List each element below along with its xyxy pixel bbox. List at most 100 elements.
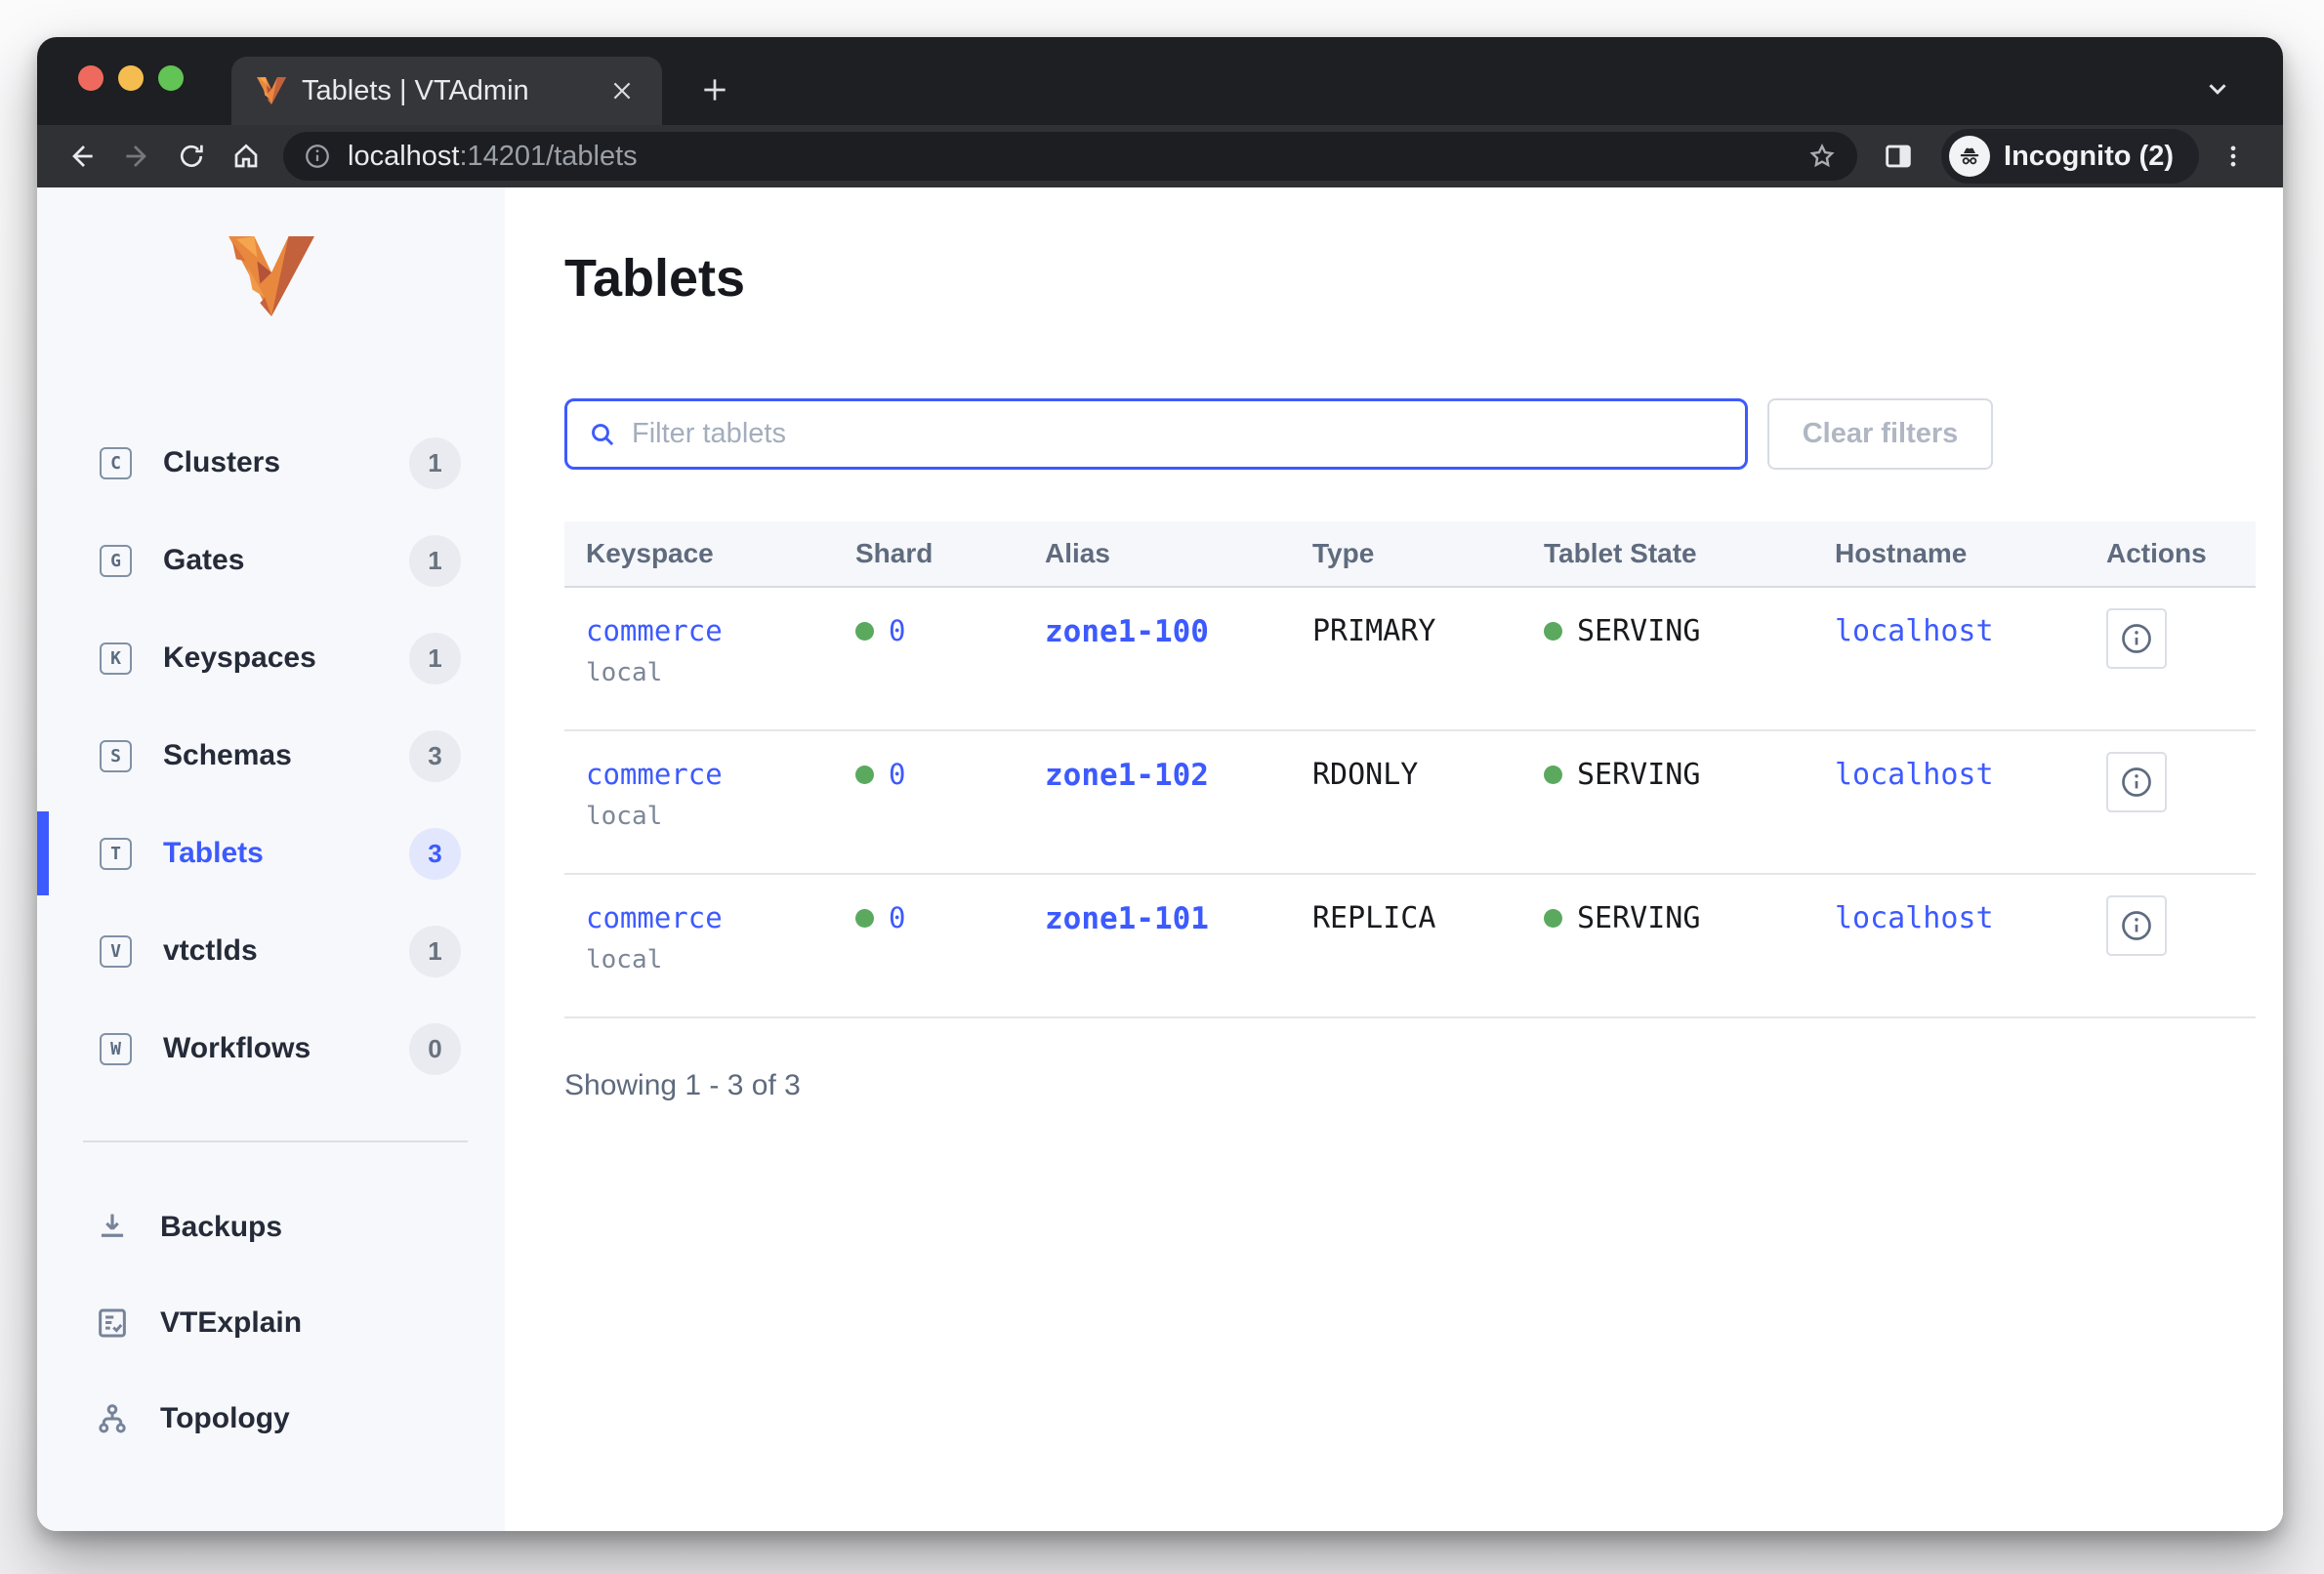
sidebar-item-gates[interactable]: G Gates 1 — [37, 512, 505, 609]
vitess-logo[interactable] — [228, 236, 314, 316]
tab-title: Tablets | VTAdmin — [302, 75, 603, 107]
row-info-button[interactable] — [2106, 608, 2167, 669]
column-header-type: Type — [1291, 538, 1522, 569]
hostname-link[interactable]: localhost — [1835, 614, 1994, 648]
incognito-profile-chip: Incognito (2) — [1941, 129, 2199, 184]
shard-link[interactable]: 0 — [889, 758, 905, 791]
sidebar-item-schemas[interactable]: S Schemas 3 — [37, 707, 505, 805]
cluster-label: local — [586, 658, 834, 687]
table-row: commerce local 0 zone1-102 RDONLY SERVIN… — [564, 731, 2256, 875]
cluster-label: local — [586, 802, 834, 831]
gates-icon: G — [100, 545, 132, 577]
incognito-icon — [1949, 136, 1990, 177]
sidebar-item-label: Schemas — [163, 739, 292, 772]
tablet-type: RDONLY — [1312, 758, 1418, 792]
hostname-link[interactable]: localhost — [1835, 758, 1994, 792]
site-info-icon[interactable] — [303, 142, 332, 171]
keyspace-link[interactable]: commerce — [586, 614, 723, 647]
sidebar-item-vtctlds[interactable]: V vtctlds 1 — [37, 902, 505, 1000]
count-badge: 1 — [409, 926, 461, 977]
sidebar-item-tablets[interactable]: T Tablets 3 — [37, 805, 505, 902]
forward-button[interactable] — [109, 129, 164, 184]
home-button[interactable] — [219, 129, 273, 184]
type-cell: RDONLY — [1291, 731, 1522, 873]
shard-link[interactable]: 0 — [889, 901, 905, 934]
tablet-state: SERVING — [1577, 901, 1700, 935]
shard-status-dot — [855, 766, 874, 784]
shard-link[interactable]: 0 — [889, 614, 905, 647]
filter-input[interactable] — [632, 418, 1725, 450]
sidebar-item-label: Gates — [163, 544, 244, 577]
row-info-button[interactable] — [2106, 895, 2167, 956]
state-cell: SERVING — [1522, 588, 1813, 729]
bookmark-star-icon[interactable] — [1806, 141, 1838, 172]
keyspace-link[interactable]: commerce — [586, 758, 723, 791]
column-header-tablet-state: Tablet State — [1522, 538, 1813, 569]
sidebar-item-clusters[interactable]: C Clusters 1 — [37, 414, 505, 512]
back-button[interactable] — [55, 129, 109, 184]
shard-cell: 0 — [834, 875, 1023, 1016]
state-cell: SERVING — [1522, 731, 1813, 873]
actions-cell — [2085, 875, 2256, 1016]
alias-link[interactable]: zone1-100 — [1045, 614, 1209, 649]
window-close-button[interactable] — [78, 65, 104, 91]
url-path: :14201/tablets — [459, 141, 637, 172]
window-minimize-button[interactable] — [118, 65, 144, 91]
alias-link[interactable]: zone1-101 — [1045, 901, 1209, 936]
reload-button[interactable] — [164, 129, 219, 184]
tab-search-chevron-icon[interactable] — [2195, 66, 2240, 111]
sidebar-item-vtexplain[interactable]: VTExplain — [37, 1275, 505, 1371]
count-badge: 1 — [409, 535, 461, 587]
vitess-favicon-icon — [257, 77, 286, 104]
browser-window: Tablets | VTAdmin localhos — [37, 37, 2283, 1531]
column-header-shard: Shard — [834, 538, 1023, 569]
column-header-keyspace: Keyspace — [564, 538, 834, 569]
sidebar-item-keyspaces[interactable]: K Keyspaces 1 — [37, 609, 505, 707]
browser-menu-icon[interactable] — [2209, 132, 2258, 181]
column-header-alias: Alias — [1023, 538, 1291, 569]
url-text: localhost:14201/tablets — [348, 141, 1795, 173]
sidebar-tools: Backups VTExplain Topology — [37, 1180, 505, 1467]
clear-filters-button[interactable]: Clear filters — [1767, 398, 1993, 470]
side-panel-icon[interactable] — [1873, 131, 1924, 182]
document-check-icon — [94, 1305, 131, 1342]
count-badge: 3 — [409, 828, 461, 880]
keyspaces-icon: K — [100, 642, 132, 675]
new-tab-button[interactable] — [689, 64, 740, 115]
sidebar: C Clusters 1 G Gates 1 K Keyspaces 1 S S… — [37, 187, 505, 1531]
incognito-label: Incognito (2) — [2004, 141, 2174, 173]
table-row: commerce local 0 zone1-101 REPLICA SERVI… — [564, 875, 2256, 1018]
tab-strip: Tablets | VTAdmin — [37, 37, 2283, 125]
sidebar-item-topology[interactable]: Topology — [37, 1371, 505, 1467]
download-icon — [94, 1209, 131, 1246]
address-bar[interactable]: localhost:14201/tablets — [283, 132, 1857, 181]
tablet-type: REPLICA — [1312, 901, 1435, 935]
window-controls — [78, 65, 184, 91]
shard-cell: 0 — [834, 731, 1023, 873]
sidebar-item-backups[interactable]: Backups — [37, 1180, 505, 1275]
count-badge: 0 — [409, 1023, 461, 1075]
url-host: localhost — [348, 141, 459, 172]
clusters-icon: C — [100, 447, 132, 479]
sidebar-nav: C Clusters 1 G Gates 1 K Keyspaces 1 S S… — [37, 414, 505, 1098]
type-cell: PRIMARY — [1291, 588, 1522, 729]
vtctlds-icon: V — [100, 935, 132, 968]
row-info-button[interactable] — [2106, 752, 2167, 812]
workflows-icon: W — [100, 1033, 132, 1065]
keyspace-cell: commerce local — [564, 731, 834, 873]
tablet-state: SERVING — [1577, 614, 1700, 648]
pagination-summary: Showing 1 - 3 of 3 — [564, 1069, 2283, 1102]
sidebar-item-label: Backups — [160, 1211, 282, 1244]
alias-link[interactable]: zone1-102 — [1045, 758, 1209, 793]
browser-tab[interactable]: Tablets | VTAdmin — [231, 57, 662, 125]
sidebar-item-label: Tablets — [163, 837, 264, 870]
hostname-link[interactable]: localhost — [1835, 901, 1994, 935]
count-badge: 1 — [409, 437, 461, 489]
keyspace-link[interactable]: commerce — [586, 901, 723, 934]
sidebar-item-workflows[interactable]: W Workflows 0 — [37, 1000, 505, 1098]
window-zoom-button[interactable] — [158, 65, 184, 91]
hostname-cell: localhost — [1813, 731, 2085, 873]
sidebar-item-label: VTExplain — [160, 1306, 302, 1340]
tab-close-icon[interactable] — [603, 72, 641, 109]
alias-cell: zone1-101 — [1023, 875, 1291, 1016]
